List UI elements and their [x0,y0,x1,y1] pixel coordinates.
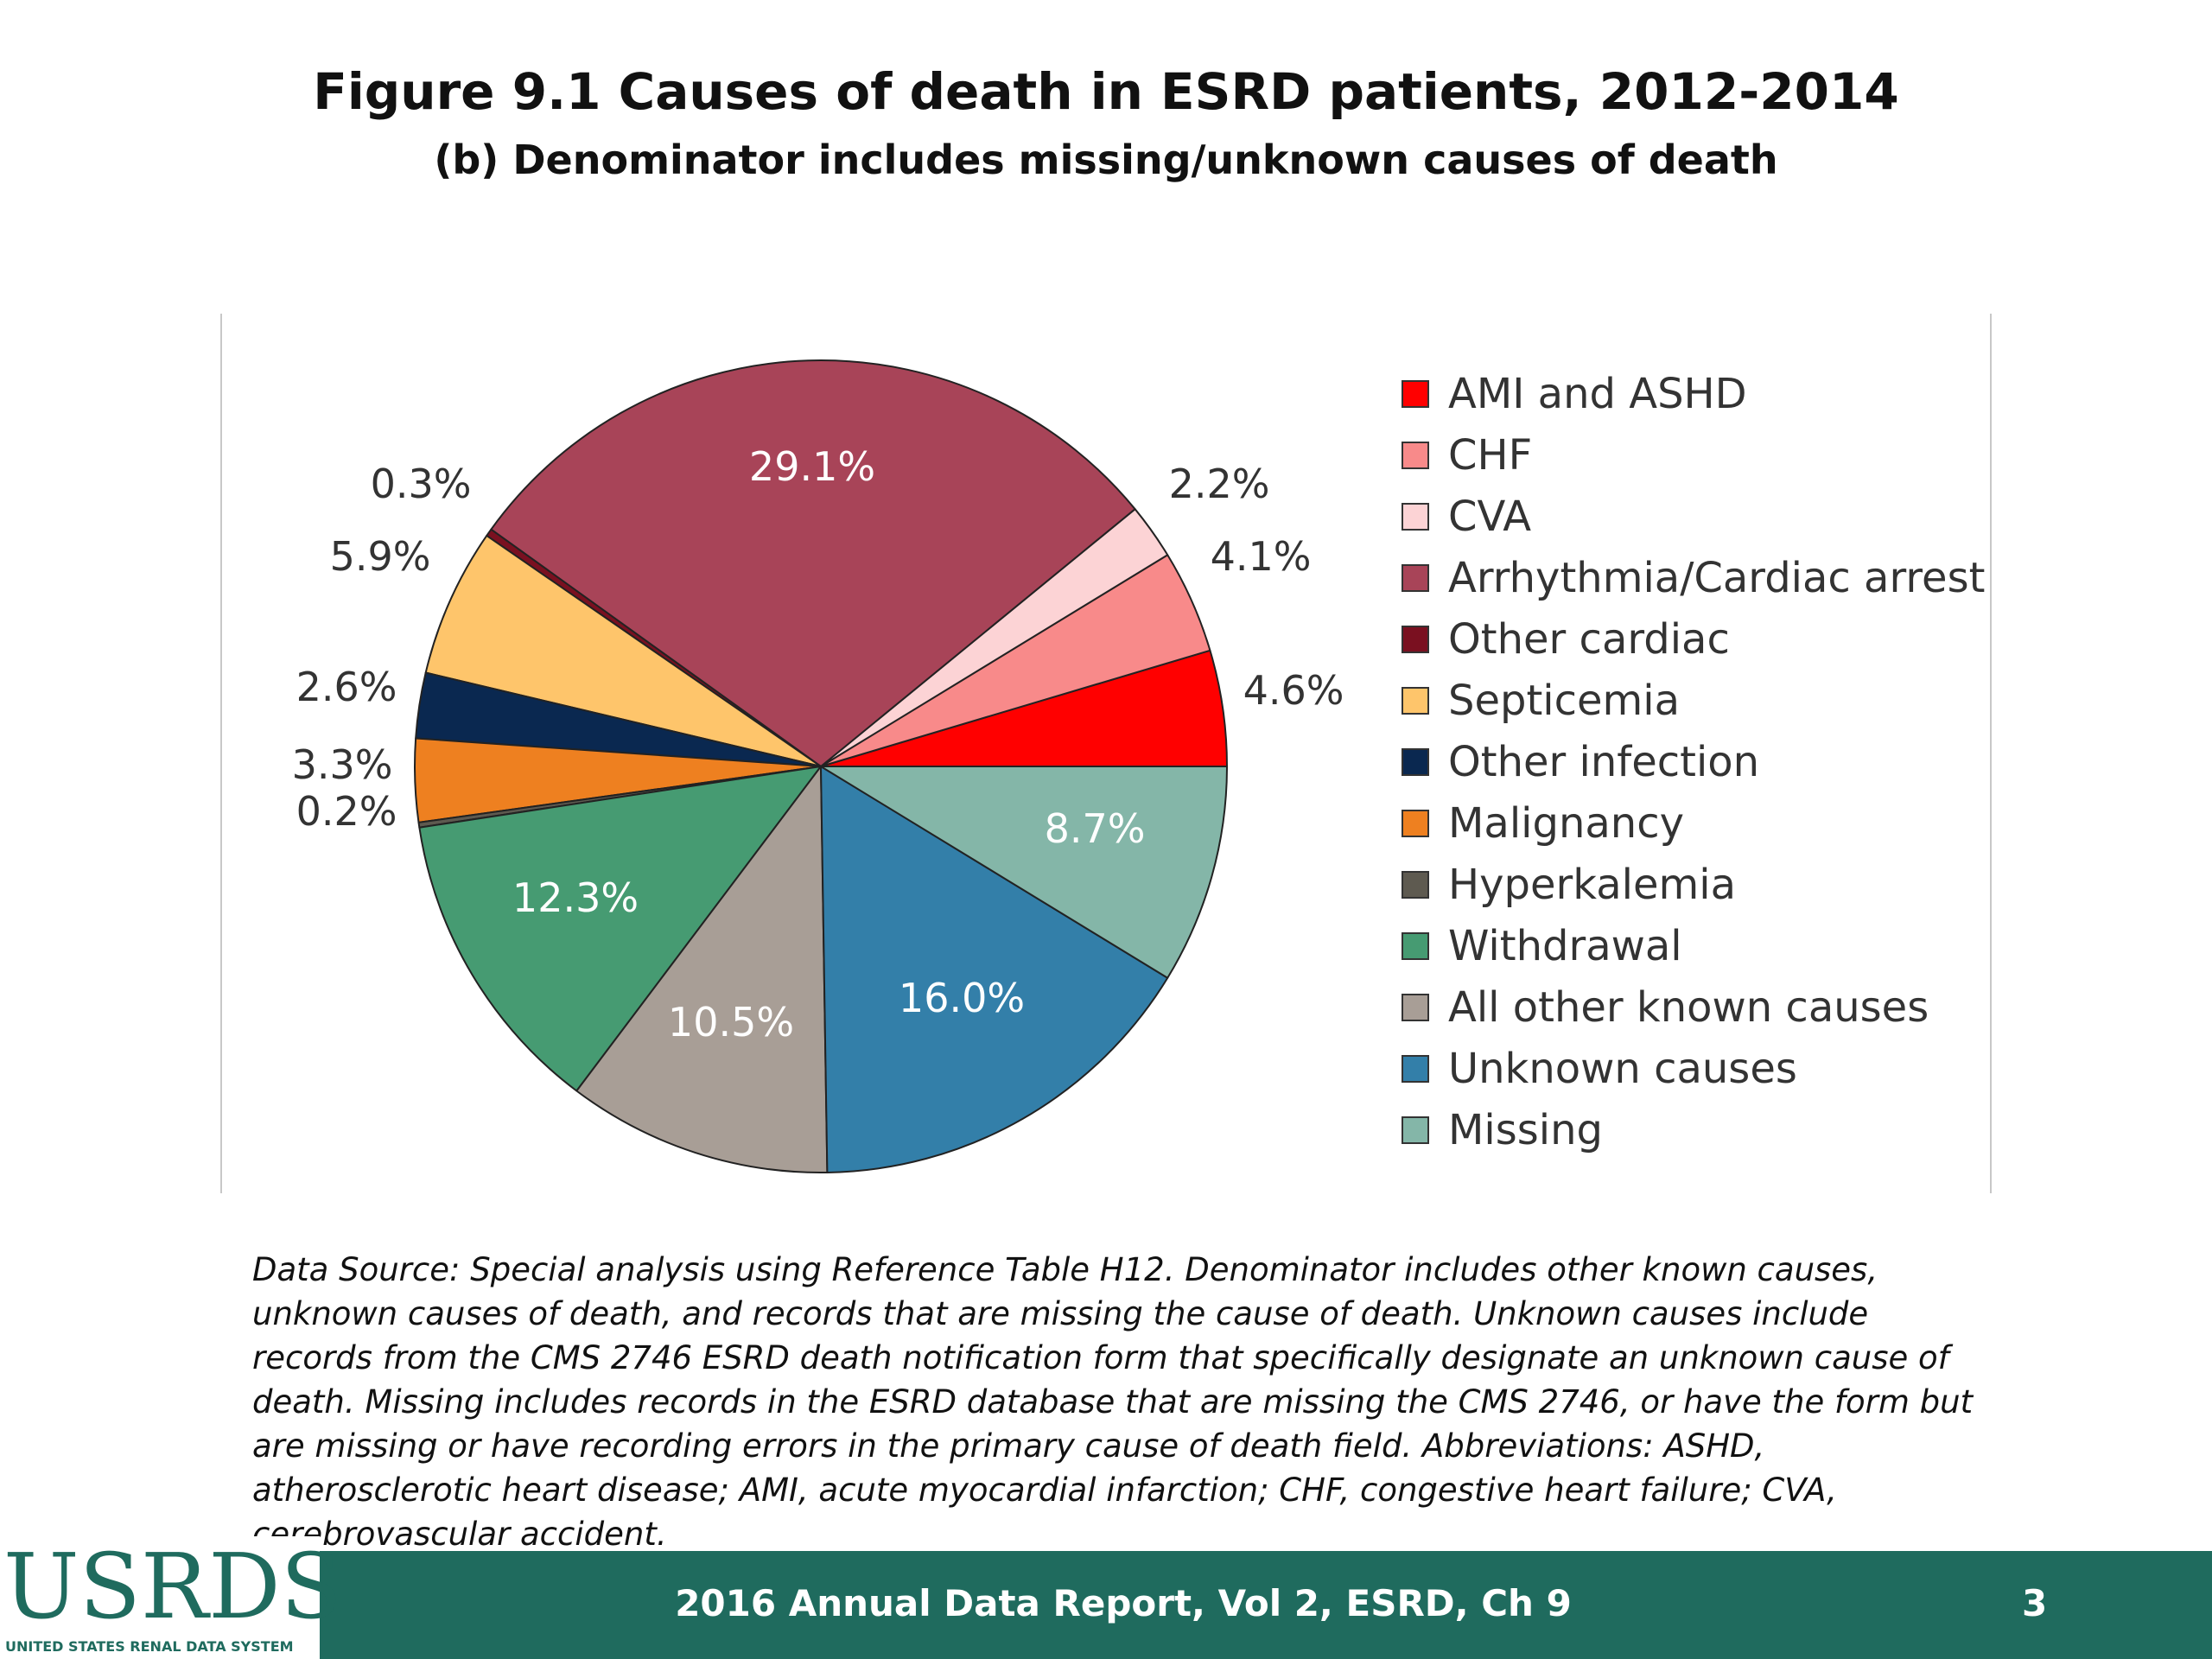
legend-label: Withdrawal [1448,921,1682,970]
legend-label: Malignancy [1448,798,1685,848]
chart-subtitle: (b) Denominator includes missing/unknown… [434,137,1778,183]
legend-label: CVA [1448,492,1532,541]
slice-value-label-unknown-causes: 16.0% [899,975,1025,1021]
legend-item-cva: CVA [1402,486,2024,547]
slice-value-label-other-cardiac: 0.3% [371,461,472,507]
page-number: 3 [2022,1582,2048,1624]
legend-label: Other cardiac [1448,614,1730,664]
slice-value-label-other-infection: 2.6% [296,664,397,710]
pie-slice-septicemia [424,534,822,767]
legend-swatch [1402,747,1429,776]
legend-swatch [1402,686,1429,715]
legend-label: Missing [1448,1105,1603,1154]
legend-item-withdrawal: Withdrawal [1402,915,2024,976]
legend-item-ami-and-ashd: AMI and ASHD [1402,363,2024,424]
slice-value-label-cva: 2.2% [1169,461,1270,507]
pie-slice-withdrawal [418,766,822,1092]
legend-swatch [1402,441,1429,469]
legend-label: Septicemia [1448,676,1681,725]
slice-value-label-withdrawal: 12.3% [512,874,639,921]
report-label: 2016 Annual Data Report, Vol 2, ESRD, Ch… [675,1582,1572,1624]
footer-bar [0,1551,2212,1659]
legend-swatch [1402,809,1429,837]
chart-frame [220,314,1992,1193]
legend-swatch [1402,625,1429,653]
pie-slice-missing [820,766,1228,979]
slice-value-label-all-other-known-causes: 10.5% [668,999,794,1046]
data-source-note: Data Source: Special analysis using Refe… [252,1251,1974,1553]
legend-swatch [1402,379,1429,408]
legend-swatch [1402,1054,1429,1083]
legend-item-hyperkalemia: Hyperkalemia [1402,854,2024,915]
legend-label: All other known causes [1448,982,1929,1032]
legend-label: CHF [1448,430,1533,480]
chart-legend: AMI and ASHD CHF CVA Arrhythmia/Cardiac arr… [1402,363,2024,1160]
legend-item-all-other-known-causes: All other known causes [1402,976,2024,1038]
pie-slice-all-other-known-causes [575,766,829,1173]
usrds-logo: USRDS UNITED STATES RENAL DATA SYSTEM [0,1536,342,1659]
slice-value-label-ami-and-ashd: 4.6% [1243,667,1344,714]
slice-value-label-arrhythmia-cardiac-arrest: 29.1% [749,443,875,490]
pie-slice-unknown-causes [820,766,1169,1173]
legend-swatch [1402,502,1429,531]
legend-item-chf: CHF [1402,424,2024,486]
legend-label: Unknown causes [1448,1044,1797,1093]
legend-swatch [1402,931,1429,960]
legend-label: Hyperkalemia [1448,860,1736,909]
legend-swatch [1402,993,1429,1021]
slice-value-label-missing: 8.7% [1045,805,1146,852]
legend-label: Other infection [1448,737,1760,786]
slice-value-label-hyperkalemia: 0.2% [296,788,397,835]
slice-value-label-chf: 4.1% [1211,533,1312,580]
legend-label: Arrhythmia/Cardiac arrest [1448,553,1986,602]
pie-slice-arrhythmia-cardiac-arrest [490,359,1136,767]
pie-slices [414,359,1228,1173]
legend-label: AMI and ASHD [1448,369,1747,418]
legend-swatch [1402,870,1429,899]
legend-item-other-infection: Other infection [1402,731,2024,792]
legend-item-other-cardiac: Other cardiac [1402,608,2024,670]
legend-swatch [1402,563,1429,592]
slice-value-label-septicemia: 5.9% [330,533,431,580]
slice-value-label-malignancy: 3.3% [292,741,393,788]
legend-item-malignancy: Malignancy [1402,792,2024,854]
legend-swatch [1402,1116,1429,1144]
logo-wordmark: USRDS [3,1534,342,1639]
pie-labels: 4.6% 4.1% 2.2% 29.1% 0.3% 5.9% 2.6% 3.3%0.2% 12.… [292,443,1344,1046]
legend-item-missing: Missing [1402,1099,2024,1160]
logo-subtext: UNITED STATES RENAL DATA SYSTEM [5,1638,294,1655]
legend-item-arrhythmia-cardiac-arrest: Arrhythmia/Cardiac arrest [1402,547,2024,608]
legend-item-septicemia: Septicemia [1402,670,2024,731]
chart-title: Figure 9.1 Causes of death in ESRD patie… [313,62,1899,121]
legend-item-unknown-causes: Unknown causes [1402,1038,2024,1099]
